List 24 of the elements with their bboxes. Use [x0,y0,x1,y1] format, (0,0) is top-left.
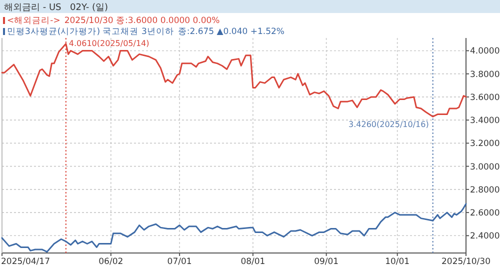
text: 2025/10/30 종:3.6000 0.0000 0.00% [64,16,220,26]
y-tick-label: 2.8000 [470,185,500,196]
x-tick-label: 07/01 [167,257,192,267]
ref-line-label: 3.4260(2025/10/16) [348,120,429,130]
y-tick-label: 3.4000 [470,116,500,126]
ref-line-label: 4.0610(2025/05/14) [68,39,150,48]
x-tick-label: 2025/10/30 [442,257,490,267]
y-tick-label: 3.2000 [470,139,500,150]
chart-subtitle: 02Y- (일) [70,3,108,13]
y-tick-label: 3.8000 [470,70,500,80]
legend-label: 민평3사평균(시가평가) 국고채권 3년이하 [7,27,174,37]
y-tick-label: 4.0000 [470,46,500,57]
legend-label: <해외금리-> [7,16,60,26]
text: 종:2.675 ▲0.040 +1.52% [178,27,284,37]
x-tick-label: 06/02 [98,257,124,267]
y-tick-label: 2.4000 [470,232,500,242]
x-tick-label: 09/01 [314,257,339,267]
x-tick-label: 10/01 [385,257,410,267]
y-tick-label: 3.6000 [470,92,500,103]
y-tick-label: 3.0000 [470,162,500,172]
x-tick-label: 08/01 [240,257,266,267]
x-tick-label: 2025/04/17 [1,257,50,267]
y-tick-label: 2.6000 [470,208,500,219]
chart-title: 해외금리 - US [4,3,62,13]
